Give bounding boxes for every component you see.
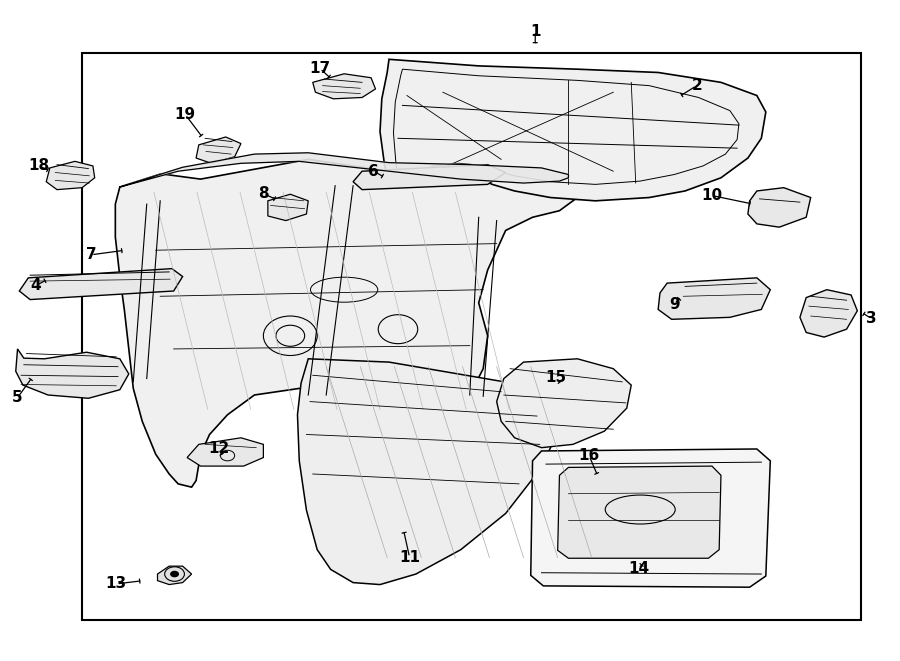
Polygon shape — [312, 74, 375, 98]
Text: 4: 4 — [31, 278, 40, 293]
Polygon shape — [353, 165, 506, 190]
Text: 7: 7 — [86, 247, 96, 262]
Bar — [82, 53, 861, 620]
Polygon shape — [158, 566, 192, 584]
Text: 14: 14 — [628, 561, 649, 576]
Text: 15: 15 — [545, 370, 566, 385]
Polygon shape — [800, 290, 858, 337]
Text: 10: 10 — [701, 188, 723, 203]
Text: 11: 11 — [399, 550, 420, 565]
Text: 3: 3 — [867, 311, 877, 326]
Polygon shape — [531, 449, 770, 587]
Polygon shape — [196, 137, 241, 163]
Text: 2: 2 — [691, 78, 702, 93]
Polygon shape — [748, 188, 811, 227]
Polygon shape — [115, 159, 578, 487]
Polygon shape — [558, 466, 721, 559]
Text: 8: 8 — [258, 186, 269, 201]
Polygon shape — [268, 194, 308, 221]
Text: 6: 6 — [368, 164, 379, 178]
Polygon shape — [658, 278, 770, 319]
Text: 9: 9 — [669, 297, 680, 312]
Polygon shape — [187, 438, 264, 466]
Text: 17: 17 — [310, 61, 330, 76]
Text: 19: 19 — [175, 107, 196, 122]
Text: 18: 18 — [29, 159, 50, 173]
Polygon shape — [380, 59, 766, 201]
Polygon shape — [19, 268, 183, 299]
Text: 13: 13 — [105, 576, 127, 592]
Polygon shape — [497, 359, 631, 447]
Text: 5: 5 — [13, 390, 22, 405]
Text: 16: 16 — [579, 448, 599, 463]
Polygon shape — [15, 349, 129, 399]
Text: 12: 12 — [208, 442, 230, 457]
Polygon shape — [120, 153, 569, 187]
Polygon shape — [298, 359, 560, 584]
Polygon shape — [46, 161, 94, 190]
Text: 1: 1 — [530, 24, 541, 38]
Circle shape — [170, 570, 179, 577]
